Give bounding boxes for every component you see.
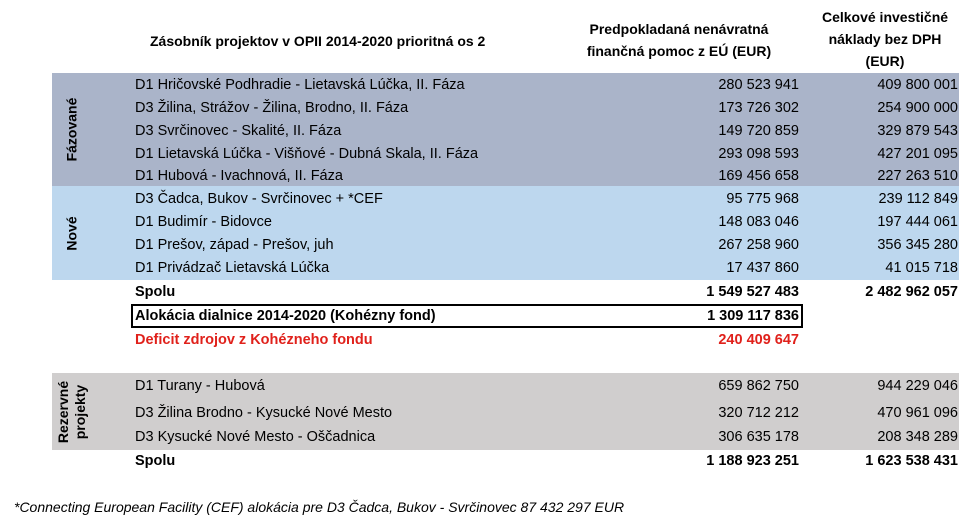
table-row: D3 Čadca, Bukov - Svrčinovec + *CEF 95 7… xyxy=(92,188,959,211)
deficit-label: Deficit zdrojov z Kohézneho fondu xyxy=(135,332,373,348)
reserve-total-eu-aid-value: 1 188 923 251 xyxy=(706,453,799,469)
column-header-total-cost-line1: Celkové investičné xyxy=(821,9,949,25)
eu-aid-value: 169 456 658 xyxy=(718,168,799,184)
project-name: D1 Hubová - Ivachnová, II. Fáza xyxy=(135,168,343,184)
column-header-eu-aid: Predpokladaná nenávratná finančná pomoc … xyxy=(560,18,798,62)
eu-aid-value: 267 258 960 xyxy=(718,237,799,253)
group-label-rezervne: Rezervné projekty xyxy=(52,373,92,450)
table-row: D3 Kysucké Nové Mesto - Oščadnica 306 63… xyxy=(92,426,959,449)
table-title: Zásobník projektov v OPII 2014-2020 prio… xyxy=(150,33,486,49)
total-cost-value: 944 229 046 xyxy=(877,378,958,394)
total-label: Spolu xyxy=(135,284,176,300)
total-cost-value: 356 345 280 xyxy=(877,237,958,253)
total-cost-value: 41 015 718 xyxy=(885,260,958,276)
allocation-label: Alokácia dialnice 2014-2020 (Kohézny fon… xyxy=(135,308,436,324)
group-label-rezervne-line1: Rezervné xyxy=(55,380,72,443)
deficit-row: Deficit zdrojov z Kohézneho fondu 240 40… xyxy=(92,329,959,352)
eu-aid-value: 306 635 178 xyxy=(718,429,799,445)
band-fazovane xyxy=(52,73,959,186)
project-name: D1 Prešov, západ - Prešov, juh xyxy=(135,237,334,253)
band-nove xyxy=(52,186,959,280)
table-row: D3 Žilina, Strážov - Žilina, Brodno, II.… xyxy=(92,97,959,120)
band-rezervne xyxy=(52,373,959,450)
table-row: D1 Hubová - Ivachnová, II. Fáza 169 456 … xyxy=(92,165,959,188)
project-name: D1 Privádzač Lietavská Lúčka xyxy=(135,260,330,276)
column-header-total-cost-line2: náklady bez DPH xyxy=(828,31,942,47)
total-cost-value: 427 201 095 xyxy=(877,146,958,162)
column-header-total-cost: Celkové investičné náklady bez DPH (EUR) xyxy=(800,6,970,72)
project-name: D3 Kysucké Nové Mesto - Oščadnica xyxy=(135,429,376,445)
group-label-rezervne-line2: projekty xyxy=(72,384,89,439)
table-row: D3 Žilina Brodno - Kysucké Nové Mesto 32… xyxy=(92,402,959,425)
group-label-nove: Nové xyxy=(52,186,92,280)
table-row: D1 Hričovské Podhradie - Lietavská Lúčka… xyxy=(92,74,959,97)
allocation-row: Alokácia dialnice 2014-2020 (Kohézny fon… xyxy=(92,305,959,328)
eu-aid-value: 659 862 750 xyxy=(718,378,799,394)
deficit-value: 240 409 647 xyxy=(718,332,799,348)
reserve-total-cost-value: 1 623 538 431 xyxy=(865,453,958,469)
project-name: D3 Žilina Brodno - Kysucké Nové Mesto xyxy=(135,405,393,421)
table-row: D1 Turany - Hubová 659 862 750 944 229 0… xyxy=(92,375,959,398)
project-name: D1 Turany - Hubová xyxy=(135,378,265,394)
total-cost-value: 227 263 510 xyxy=(877,168,958,184)
project-name: D1 Budimír - Bidovce xyxy=(135,214,272,230)
total-cost-value: 197 444 061 xyxy=(877,214,958,230)
total-cost-value: 208 348 289 xyxy=(877,429,958,445)
project-name: D1 Hričovské Podhradie - Lietavská Lúčka… xyxy=(135,77,465,93)
project-name: D1 Lietavská Lúčka - Višňové - Dubná Ska… xyxy=(135,146,479,162)
group-label-nove-text: Nové xyxy=(63,215,80,251)
table-row: D3 Svrčinovec - Skalité, II. Fáza 149 72… xyxy=(92,120,959,143)
project-name: D3 Čadca, Bukov - Svrčinovec + *CEF xyxy=(135,191,383,207)
group-label-fazovane: Fázované xyxy=(52,73,92,186)
eu-aid-value: 148 083 046 xyxy=(718,214,799,230)
allocation-box xyxy=(131,304,803,328)
project-name: D3 Žilina, Strážov - Žilina, Brodno, II.… xyxy=(135,100,409,116)
table-row: D1 Prešov, západ - Prešov, juh 267 258 9… xyxy=(92,234,959,257)
total-cost-sum-value: 2 482 962 057 xyxy=(865,284,958,300)
total-cost-value: 329 879 543 xyxy=(877,123,958,139)
column-header-total-cost-line3: (EUR) xyxy=(865,53,905,69)
footnote: *Connecting European Facility (CEF) alok… xyxy=(14,499,625,515)
total-row: Spolu 1 549 527 483 2 482 962 057 xyxy=(92,281,959,304)
total-cost-value: 409 800 001 xyxy=(877,77,958,93)
eu-aid-value: 17 437 860 xyxy=(726,260,799,276)
table-row: D1 Lietavská Lúčka - Višňové - Dubná Ska… xyxy=(92,143,959,166)
column-header-eu-aid-line1: Predpokladaná nenávratná xyxy=(589,21,769,37)
allocation-value: 1 309 117 836 xyxy=(707,308,799,324)
column-header-eu-aid-line2: finančná pomoc z EÚ (EUR) xyxy=(586,43,772,59)
project-name: D3 Svrčinovec - Skalité, II. Fáza xyxy=(135,123,342,139)
eu-aid-value: 95 775 968 xyxy=(726,191,799,207)
reserve-total-label: Spolu xyxy=(135,453,176,469)
eu-aid-value: 149 720 859 xyxy=(718,123,799,139)
eu-aid-value: 280 523 941 xyxy=(718,77,799,93)
reserve-total-row: Spolu 1 188 923 251 1 623 538 431 xyxy=(92,450,959,473)
total-cost-value: 254 900 000 xyxy=(877,100,958,116)
eu-aid-value: 293 098 593 xyxy=(718,146,799,162)
group-label-rezervne-text: Rezervné projekty xyxy=(55,380,89,442)
table-row: D1 Budimír - Bidovce 148 083 046 197 444… xyxy=(92,211,959,234)
eu-aid-value: 173 726 302 xyxy=(718,100,799,116)
total-eu-aid-value: 1 549 527 483 xyxy=(706,284,799,300)
eu-aid-value: 320 712 212 xyxy=(718,405,799,421)
table-row: D1 Privádzač Lietavská Lúčka 17 437 860 … xyxy=(92,257,959,280)
total-cost-value: 470 961 096 xyxy=(877,405,958,421)
group-label-fazovane-text: Fázované xyxy=(63,97,80,162)
total-cost-value: 239 112 849 xyxy=(878,191,958,207)
